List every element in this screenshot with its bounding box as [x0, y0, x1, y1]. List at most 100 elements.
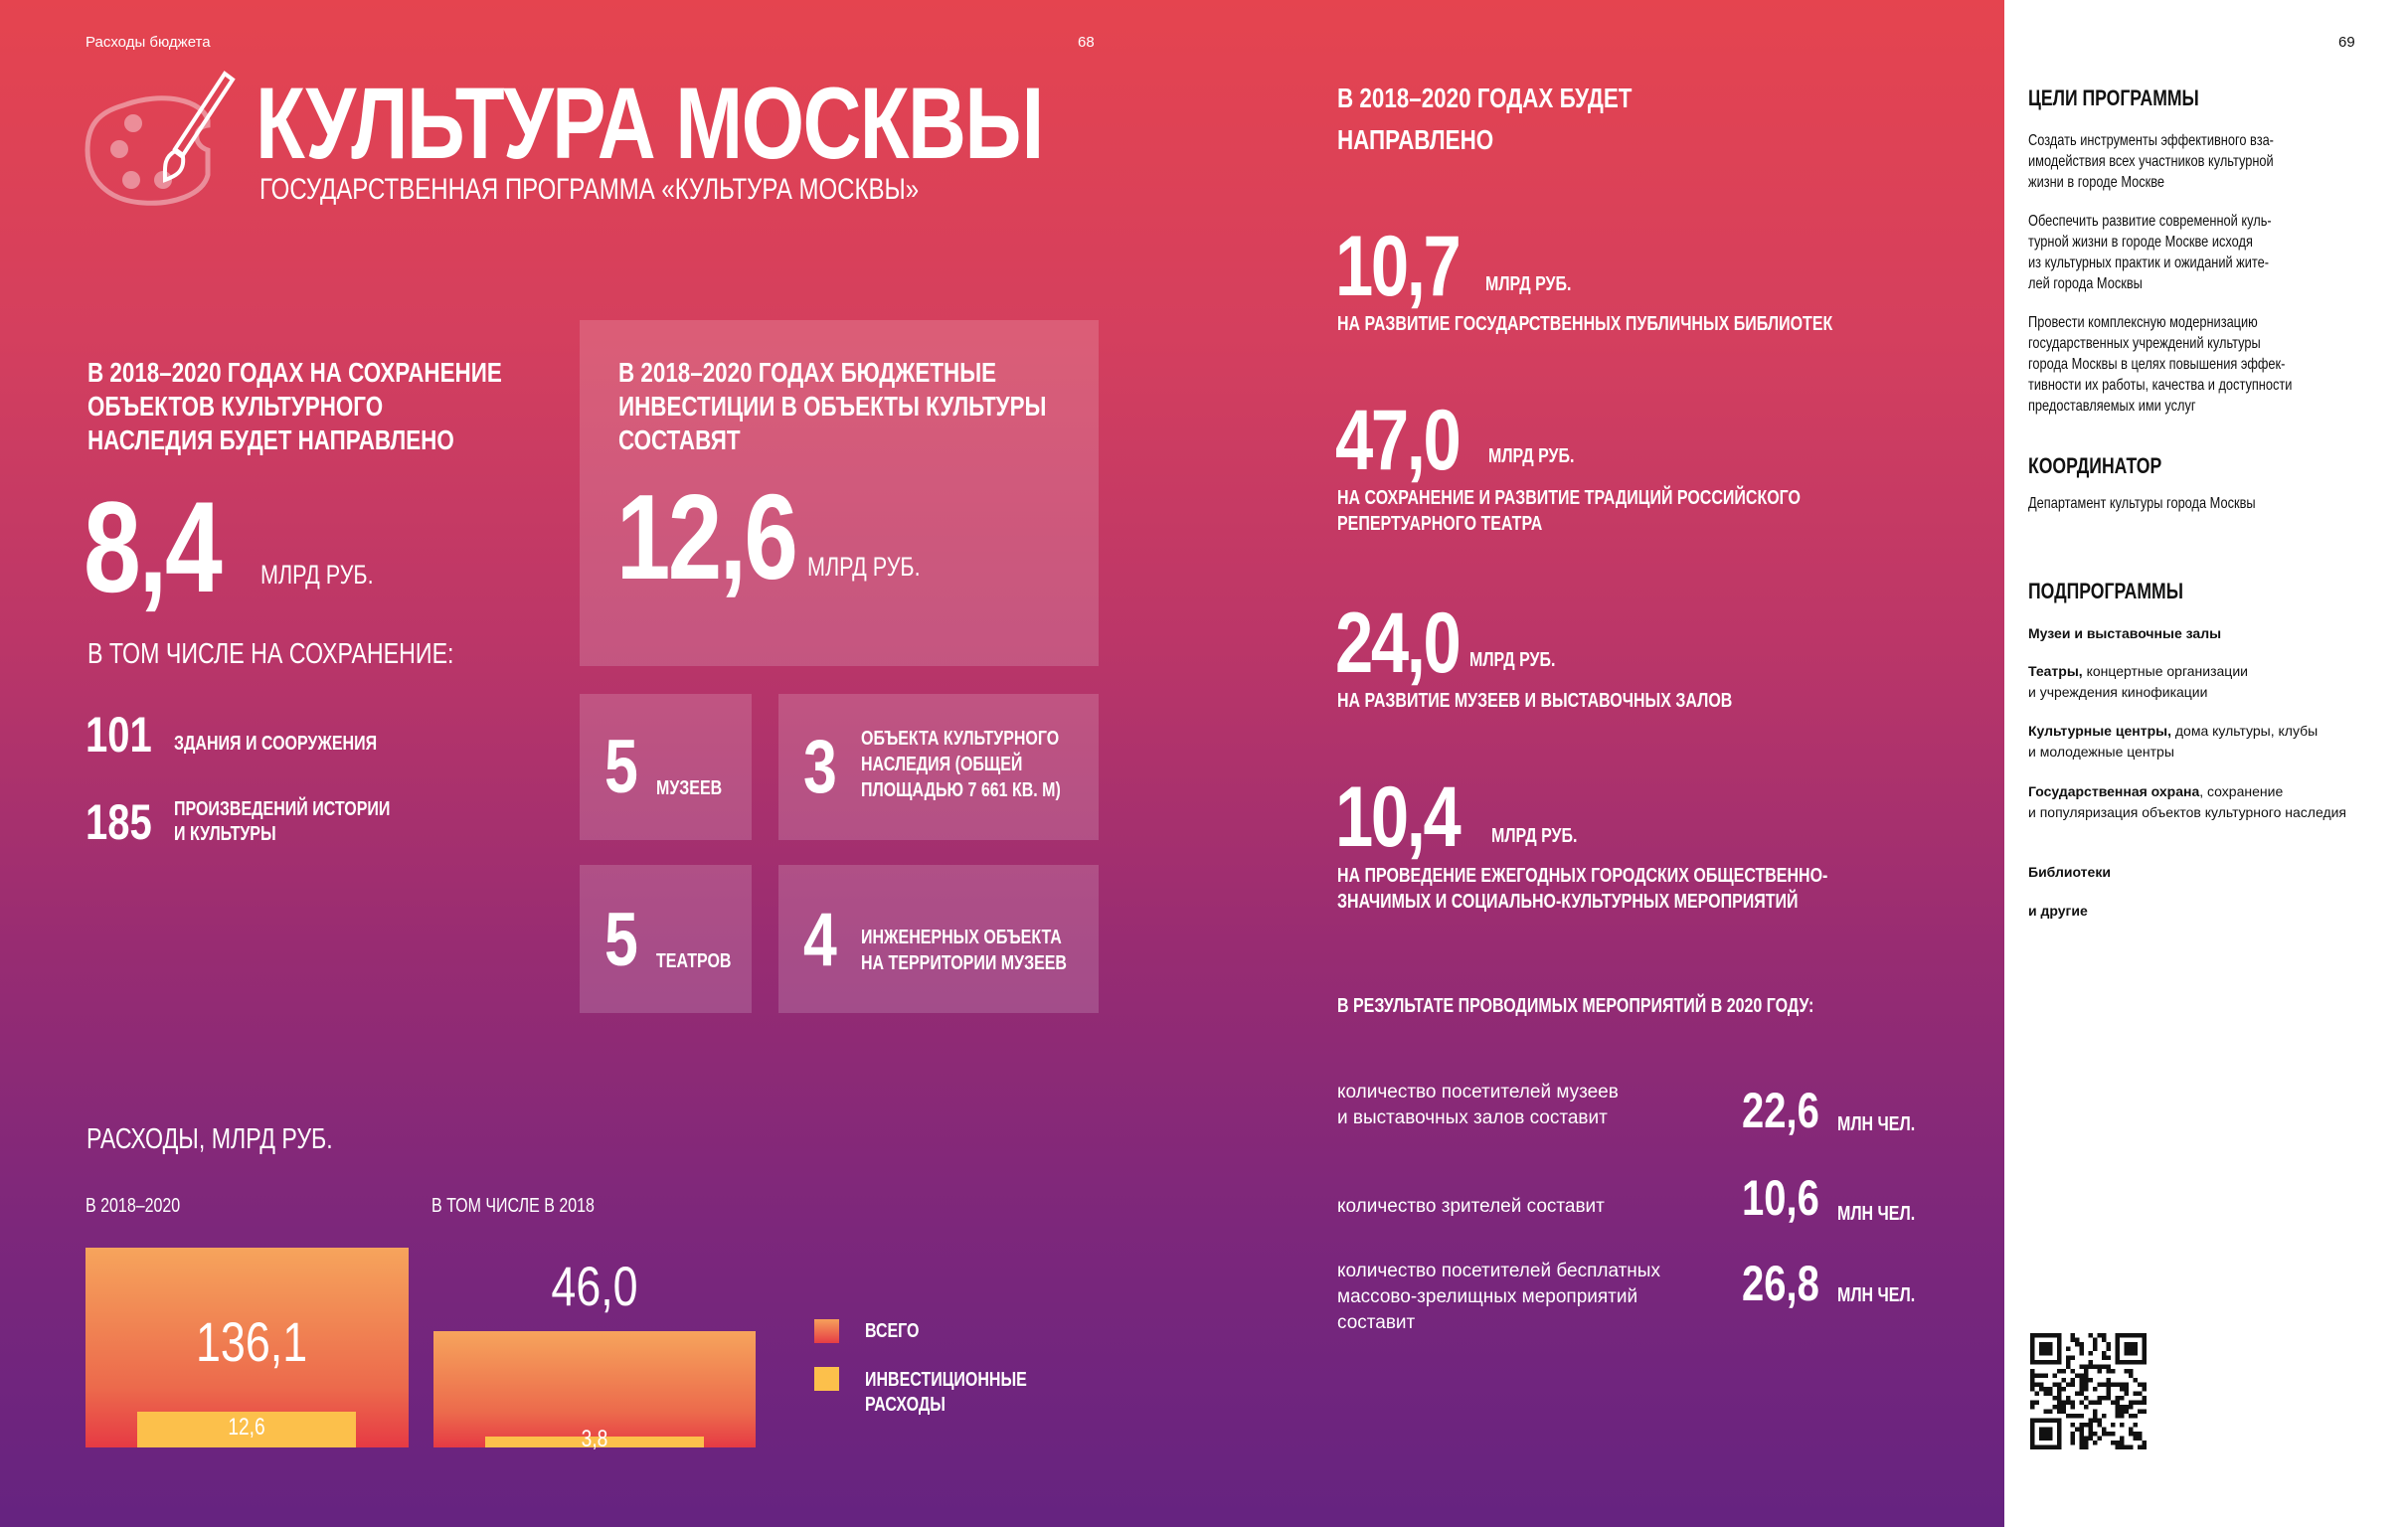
subprogram-detail: концертные организации: [2082, 663, 2248, 679]
goal-text: турной жизни в городе Москве исходя: [2028, 234, 2253, 251]
heading-line: В 2018–2020 ГОДАХ НА СОХРАНЕНИЕ: [87, 357, 502, 388]
result-value: 22,6: [1742, 1083, 1819, 1138]
legend-label-total: ВСЕГО: [865, 1320, 920, 1342]
result-text: массово-зрелищных мероприятий: [1337, 1286, 1638, 1307]
goal-text: города Москвы в целях повышения эффек-: [2028, 356, 2286, 373]
result-text: количество посетителей бесплатных: [1337, 1261, 1660, 1281]
directions-heading: В 2018–2020 ГОДАХ БУДЕТ НАПРАВЛЕНО: [1337, 78, 1633, 161]
direction-description: НА ПРОВЕДЕНИЕ ЕЖЕГОДНЫХ ГОРОДСКИХ ОБЩЕСТ…: [1337, 865, 1828, 887]
results-heading: В РЕЗУЛЬТАТЕ ПРОВОДИМЫХ МЕРОПРИЯТИЙ В 20…: [1337, 995, 1814, 1017]
legend-line: РАСХОДЫ: [865, 1394, 946, 1416]
direction-value: 10,7: [1335, 219, 1462, 314]
page-number-left: 68: [1078, 34, 1095, 51]
direction-unit: МЛРД РУБ.: [1469, 649, 1556, 671]
label-line: И КУЛЬТУРЫ: [174, 823, 276, 845]
subprogram-detail: и популяризация объектов культурного нас…: [2028, 804, 2347, 820]
heritage-subheading: В ТОМ ЧИСЛЕ НА СОХРАНЕНИЕ:: [87, 638, 454, 670]
goal-text: тивности их работы, качества и доступнос…: [2028, 377, 2293, 394]
tile-museums: [580, 694, 752, 840]
tile-heritage-objects: [778, 694, 1099, 840]
bar-total-label: 46,0: [551, 1255, 638, 1318]
chart-category-label: В 2018–2020: [86, 1195, 181, 1217]
heading-line: СОСТАВЯТ: [618, 424, 741, 455]
result-text: и выставочных залов составит: [1337, 1107, 1608, 1128]
direction-value: 47,0: [1335, 393, 1462, 488]
heritage-unit: МЛРД РУБ.: [260, 560, 374, 590]
subprogram-line: и другие: [2028, 901, 2356, 922]
legend-swatch-investment: [814, 1367, 839, 1391]
label-line: ОБЪЕКТА КУЛЬТУРНОГО: [861, 728, 1060, 750]
direction-description: НА РАЗВИТИЕ МУЗЕЕВ И ВЫСТАВОЧНЫХ ЗАЛОВ: [1337, 690, 1733, 712]
heading-line: В 2018–2020 ГОДАХ БЮДЖЕТНЫЕ: [618, 357, 997, 388]
subprogram-name: Музеи и выставочные залы: [2028, 625, 2222, 641]
bar-investment-label: 12,6: [228, 1414, 265, 1441]
bar-total-label: 136,1: [195, 1310, 307, 1374]
bar-total: [433, 1331, 756, 1447]
tile-label: ОБЪЕКТА КУЛЬТУРНОГО НАСЛЕДИЯ (ОБЩЕЙ ПЛОЩ…: [861, 726, 1061, 803]
heritage-heading: В 2018–2020 ГОДАХ НА СОХРАНЕНИЕ ОБЪЕКТОВ…: [87, 356, 502, 457]
subprogram-line: Культурные центры, дома культуры, клубы: [2028, 721, 2356, 742]
subprogram-item: Государственная охрана, сохранение и попу…: [2028, 781, 2356, 823]
qr-code-icon[interactable]: [2030, 1333, 2147, 1449]
tile-label: ИНЖЕНЕРНЫХ ОБЪЕКТА НА ТЕРРИТОРИИ МУЗЕЕВ: [861, 925, 1067, 976]
investments-heading: В 2018–2020 ГОДАХ БЮДЖЕТНЫЕ ИНВЕСТИЦИИ В…: [618, 356, 1047, 457]
heritage-value: 8,4: [84, 474, 223, 619]
heritage-label-artworks: ПРОИЗВЕДЕНИЙ ИСТОРИИ И КУЛЬТУРЫ: [174, 797, 390, 847]
bar-investment: [485, 1437, 704, 1447]
tile-value: 3: [803, 725, 837, 809]
label-line: НАСЛЕДИЯ (ОБЩЕЙ: [861, 754, 1023, 775]
chart-category-label: В ТОМ ЧИСЛЕ В 2018: [431, 1195, 595, 1217]
subprogram-line: Театры, концертные организации: [2028, 661, 2356, 682]
coordinator-name: Департамент культуры города Москвы: [2028, 495, 2256, 512]
subprogram-name: Культурные центры,: [2028, 723, 2171, 739]
subprogram-item: Библиотеки: [2028, 862, 2356, 883]
result-text: составит: [1337, 1312, 1416, 1333]
goal-text: Провести комплексную модернизацию: [2028, 314, 2258, 331]
heading-line: НАПРАВЛЕНО: [1337, 124, 1494, 155]
heading-line: В 2018–2020 ГОДАХ БУДЕТ: [1337, 83, 1633, 113]
legend-line: ИНВЕСТИЦИОННЫЕ: [865, 1369, 1027, 1391]
tile-label: МУЗЕЕВ: [656, 777, 723, 799]
legend-label-investment: ИНВЕСТИЦИОННЫЕ РАСХОДЫ: [865, 1368, 1027, 1418]
goal-text: лей города Москвы: [2028, 275, 2143, 292]
chart-title: РАСХОДЫ, МЛРД РУБ.: [86, 1123, 333, 1155]
direction-unit: МЛРД РУБ.: [1488, 445, 1575, 467]
section-label: Расходы бюджета: [86, 34, 211, 51]
heading-line: ОБЪЕКТОВ КУЛЬТУРНОГО: [87, 391, 384, 422]
subprogram-detail: дома культуры, клубы: [2170, 723, 2319, 739]
result-value: 26,8: [1742, 1256, 1819, 1311]
result-unit: МЛН ЧЕЛ.: [1837, 1113, 1916, 1135]
subprogram-detail: , сохранение: [2199, 783, 2284, 799]
tile-theatres: [580, 865, 752, 1013]
investments-card: [580, 320, 1099, 666]
subprogram-detail: и учреждения кинофикации: [2028, 684, 2208, 700]
budget-spread: Расходы бюджета 68 КУЛЬТУРА МОСКВЫ ГОСУД…: [0, 0, 2004, 1527]
coordinator-title: КООРДИНАТОР: [2028, 453, 2162, 478]
bar-investment: [137, 1411, 356, 1447]
heading-line: ИНВЕСТИЦИИ В ОБЪЕКТЫ КУЛЬТУРЫ: [618, 391, 1047, 422]
investments-value: 12,6: [616, 469, 798, 604]
goal-text: Обеспечить развитие современной куль-: [2028, 213, 2272, 230]
label-line: НА ТЕРРИТОРИИ МУЗЕЕВ: [861, 952, 1067, 974]
goal-text: имодействия всех участников культурной: [2028, 153, 2274, 170]
subprogram-name: Библиотеки: [2028, 864, 2111, 880]
legend-swatch-total: [814, 1319, 839, 1343]
tile-engineering: [778, 865, 1099, 1013]
heritage-count-buildings: 101: [86, 707, 152, 763]
subprograms-title: ПОДПРОГРАММЫ: [2028, 579, 2183, 603]
label-line: ИНЖЕНЕРНЫХ ОБЪЕКТА: [861, 927, 1062, 948]
subprogram-item: и другие: [2028, 901, 2356, 922]
result-text: количество посетителей музеев: [1337, 1082, 1619, 1103]
page-title: КУЛЬТУРА МОСКВЫ: [256, 67, 1044, 180]
subprogram-line: Библиотеки: [2028, 862, 2356, 883]
subprogram-item: Культурные центры, дома культуры, клубы и…: [2028, 721, 2356, 763]
tile-value: 5: [604, 898, 638, 982]
goals-title: ЦЕЛИ ПРОГРАММЫ: [2028, 85, 2199, 110]
goal-text: предоставляемых ими услуг: [2028, 398, 2196, 415]
heritage-count-artworks: 185: [86, 794, 152, 850]
tile-value: 5: [604, 725, 638, 809]
direction-unit: МЛРД РУБ.: [1485, 273, 1572, 295]
subprogram-name: и другие: [2028, 903, 2088, 919]
subprogram-detail: и молодежные центры: [2028, 744, 2174, 760]
tile-value: 4: [803, 898, 837, 982]
